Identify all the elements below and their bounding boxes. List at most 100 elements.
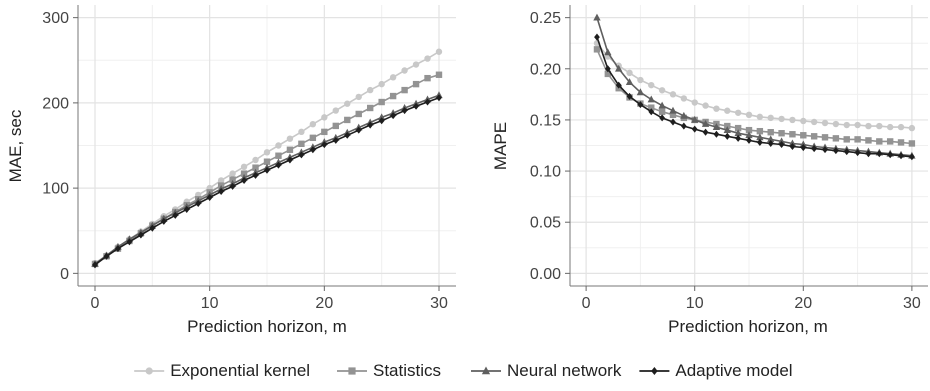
data-point-adaptive-model xyxy=(876,150,883,158)
data-point-adaptive-model xyxy=(195,199,202,207)
data-point-adaptive-model xyxy=(413,102,419,110)
data-point-statistics xyxy=(897,139,905,146)
data-point-neural-network xyxy=(745,131,753,139)
data-point-exponential-kernel xyxy=(745,111,753,119)
data-point-statistics xyxy=(745,126,753,134)
data-point-neural-network xyxy=(712,123,721,130)
data-point-adaptive-model xyxy=(126,238,133,246)
data-point-neural-network xyxy=(680,111,688,119)
data-point-adaptive-model xyxy=(160,217,167,225)
mae-x-tick-label: 20 xyxy=(315,295,333,312)
data-point-adaptive-model xyxy=(713,130,720,138)
data-point-adaptive-model xyxy=(378,117,385,125)
mae-x-tick-label: 0 xyxy=(91,295,100,312)
data-point-adaptive-model xyxy=(424,98,431,106)
data-point-statistics xyxy=(240,170,248,177)
mape-series xyxy=(593,13,916,161)
data-point-exponential-kernel xyxy=(309,120,317,128)
series-adaptive-model xyxy=(594,33,915,161)
data-point-statistics xyxy=(332,122,339,130)
data-point-adaptive-model xyxy=(344,131,351,139)
legend-label: Neural network xyxy=(507,361,622,380)
data-point-adaptive-model xyxy=(390,112,397,120)
data-point-adaptive-model xyxy=(594,33,600,41)
data-point-adaptive-model xyxy=(648,108,655,116)
data-point-neural-network xyxy=(647,95,655,103)
data-point-statistics xyxy=(767,129,774,136)
data-point-exponential-kernel xyxy=(401,67,408,74)
data-point-adaptive-model xyxy=(811,145,818,153)
data-point-adaptive-model xyxy=(843,148,850,156)
data-point-adaptive-model xyxy=(615,81,622,89)
data-point-exponential-kernel xyxy=(876,122,883,130)
mae-x-tick-label: 30 xyxy=(430,295,448,312)
data-point-adaptive-model xyxy=(367,121,374,129)
mape-x-tick-label: 10 xyxy=(686,295,704,312)
mape-y-tick-label: 0.15 xyxy=(530,112,561,129)
data-point-exponential-kernel xyxy=(378,80,385,88)
data-point-exponential-kernel xyxy=(897,123,905,131)
data-point-neural-network xyxy=(701,120,710,127)
data-point-exponential-kernel xyxy=(298,128,305,136)
data-point-exponential-kernel xyxy=(252,156,259,164)
data-point-adaptive-model xyxy=(746,136,752,144)
mae-y-tick-label: 300 xyxy=(42,10,69,27)
data-point-adaptive-model xyxy=(626,92,633,100)
mae-y-axis-title: MAE, sec xyxy=(6,109,25,182)
data-point-adaptive-model xyxy=(800,144,807,152)
data-point-adaptive-model xyxy=(229,182,236,190)
mape-y-tick-label: 0.00 xyxy=(530,266,561,283)
data-point-adaptive-model xyxy=(909,153,915,161)
data-point-statistics xyxy=(321,128,328,136)
data-point-adaptive-model xyxy=(172,211,179,219)
data-point-adaptive-model xyxy=(241,176,247,184)
data-point-statistics xyxy=(593,46,601,53)
mae-gridlines xyxy=(78,5,456,286)
mape-x-tick-label: 0 xyxy=(582,295,591,312)
data-point-statistics xyxy=(800,132,807,139)
data-point-exponential-kernel xyxy=(389,74,397,81)
mae-axes: 0 100 200 300 0 10 20 30 xyxy=(42,5,456,312)
data-point-adaptive-model xyxy=(115,245,121,253)
data-point-exponential-kernel xyxy=(724,107,731,114)
data-point-statistics xyxy=(756,127,764,135)
legend-key-marker xyxy=(145,367,153,375)
data-point-adaptive-model xyxy=(898,152,904,160)
data-point-exponential-kernel xyxy=(275,142,282,149)
data-point-adaptive-model xyxy=(287,156,293,164)
data-point-adaptive-model xyxy=(887,151,894,159)
data-point-adaptive-model xyxy=(767,139,774,147)
data-point-exponential-kernel xyxy=(778,115,785,123)
data-point-statistics xyxy=(724,122,731,130)
data-point-neural-network xyxy=(604,48,612,56)
data-point-exponential-kernel xyxy=(355,93,362,101)
data-point-statistics xyxy=(821,134,829,141)
data-point-statistics xyxy=(854,136,861,143)
data-point-exponential-kernel xyxy=(412,61,420,68)
data-point-exponential-kernel xyxy=(332,107,339,114)
data-point-exponential-kernel xyxy=(767,114,774,122)
legend-item-statistics: Statistics xyxy=(337,361,441,380)
data-point-adaptive-model xyxy=(691,125,698,133)
data-point-neural-network xyxy=(799,140,807,148)
mape-y-axis-title: MAPE xyxy=(491,122,510,170)
data-point-adaptive-model xyxy=(789,143,796,151)
data-point-neural-network xyxy=(691,115,699,123)
data-point-exponential-kernel xyxy=(669,91,677,98)
data-point-neural-network xyxy=(636,88,645,96)
data-point-neural-network xyxy=(593,13,601,21)
data-point-statistics xyxy=(832,135,840,142)
data-point-neural-network xyxy=(669,106,677,114)
data-point-statistics xyxy=(229,176,236,183)
data-point-exponential-kernel xyxy=(286,135,294,142)
data-point-statistics xyxy=(604,70,612,78)
data-point-adaptive-model xyxy=(137,231,144,239)
legend-item-exponential-kernel: Exponential kernel xyxy=(134,361,310,380)
legend-key-marker xyxy=(651,367,658,375)
mape-y-tick-label: 0.05 xyxy=(530,215,561,232)
data-point-statistics xyxy=(734,124,742,132)
data-point-adaptive-model xyxy=(702,128,709,136)
mape-y-tick-label: 0.25 xyxy=(530,10,561,27)
